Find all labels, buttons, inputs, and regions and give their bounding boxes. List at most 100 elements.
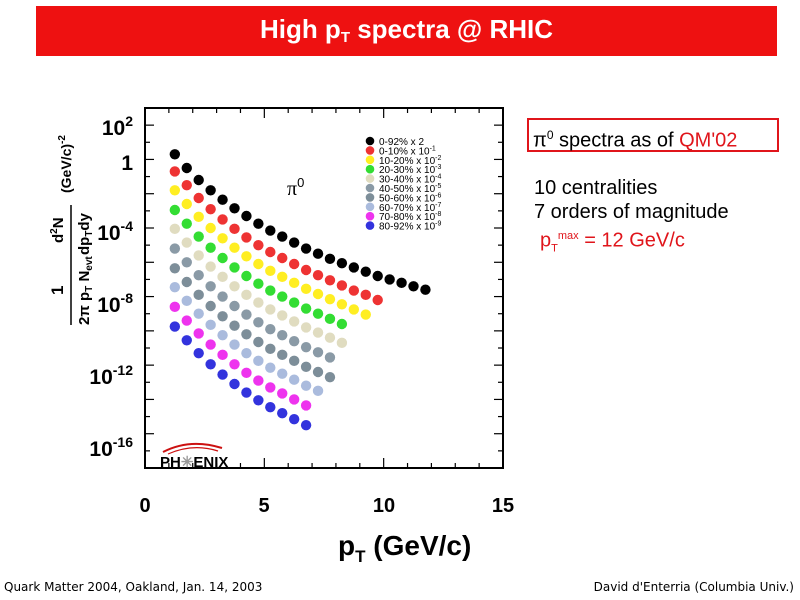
data-point-series-9 bbox=[205, 359, 216, 370]
data-point-series-1 bbox=[193, 192, 204, 204]
data-point-series-0 bbox=[300, 243, 312, 254]
data-point-series-3 bbox=[300, 303, 312, 314]
data-point-series-0 bbox=[420, 284, 431, 295]
x-ticks bbox=[144, 108, 504, 468]
data-point-series-1 bbox=[265, 246, 276, 258]
legend-label: 50-60% x 10-6 bbox=[379, 192, 441, 204]
y-tick-label: 10-12 bbox=[89, 362, 133, 389]
data-point-series-4 bbox=[205, 261, 216, 272]
legend: 0-92% x 20-10% x 10-110-20% x 10-220-30%… bbox=[365, 136, 441, 233]
data-point-series-0 bbox=[348, 262, 360, 273]
data-point-series-2 bbox=[288, 277, 300, 289]
data-point-series-5 bbox=[169, 243, 181, 254]
data-point-series-2 bbox=[277, 271, 288, 283]
data-point-series-4 bbox=[324, 332, 336, 343]
data-point-series-0 bbox=[229, 203, 240, 214]
data-point-series-3 bbox=[205, 242, 216, 253]
data-point-series-0 bbox=[205, 185, 216, 196]
data-point-series-9 bbox=[300, 419, 312, 431]
data-point-series-2 bbox=[217, 233, 228, 244]
data-point-series-7 bbox=[253, 355, 264, 367]
legend-label: 20-30% x 10-3 bbox=[379, 164, 441, 176]
data-point-series-5 bbox=[241, 309, 252, 320]
data-point-series-7 bbox=[181, 295, 192, 307]
data-point-series-3 bbox=[265, 285, 276, 296]
y-tick-label: 1 bbox=[121, 152, 133, 175]
data-point-series-7 bbox=[205, 319, 216, 331]
data-point-series-4 bbox=[169, 223, 181, 235]
data-point-series-4 bbox=[253, 297, 264, 308]
data-point-series-7 bbox=[277, 368, 288, 379]
data-point-series-8 bbox=[229, 359, 240, 370]
footer-author: David d'Enterria (Columbia Univ.) bbox=[593, 580, 794, 594]
data-point-series-8 bbox=[277, 388, 288, 399]
data-point-series-6 bbox=[181, 276, 192, 288]
slide-title: High pT spectra @ RHIC bbox=[259, 14, 554, 46]
data-point-series-7 bbox=[169, 281, 181, 293]
data-point-series-6 bbox=[217, 311, 228, 322]
data-point-series-4 bbox=[300, 322, 312, 333]
data-point-series-2 bbox=[229, 242, 240, 253]
data-point-series-9 bbox=[265, 401, 276, 413]
data-point-series-0 bbox=[241, 210, 252, 222]
legend-marker bbox=[365, 183, 375, 193]
data-point-series-4 bbox=[181, 237, 192, 248]
y-label-dpt: dpTdy bbox=[76, 212, 95, 255]
data-point-series-2 bbox=[300, 283, 312, 295]
data-point-series-3 bbox=[277, 291, 288, 302]
data-point-series-6 bbox=[277, 349, 288, 361]
data-point-series-1 bbox=[181, 179, 192, 191]
legend-marker bbox=[365, 146, 375, 155]
data-point-series-0 bbox=[277, 231, 288, 242]
title-bar: High pT spectra @ RHIC bbox=[36, 6, 777, 56]
data-point-series-0 bbox=[408, 281, 419, 292]
data-point-series-0 bbox=[169, 149, 181, 160]
data-point-series-1 bbox=[300, 264, 312, 276]
data-point-series-3 bbox=[288, 297, 300, 308]
data-point-series-3 bbox=[312, 308, 324, 319]
data-point-series-7 bbox=[241, 347, 252, 359]
data-point-series-1 bbox=[336, 280, 348, 291]
data-point-series-5 bbox=[205, 281, 216, 292]
data-point-series-5 bbox=[217, 291, 228, 302]
data-point-series-5 bbox=[253, 317, 264, 328]
data-point-series-4 bbox=[336, 337, 348, 349]
note-centralities: 10 centralities bbox=[534, 177, 658, 199]
legend-label: 0-92% x 2 bbox=[379, 137, 424, 148]
legend-marker bbox=[365, 193, 375, 202]
data-point-series-3 bbox=[181, 218, 192, 229]
data-point-series-0 bbox=[336, 257, 348, 269]
data-point-series-7 bbox=[265, 362, 276, 373]
pi0-annotation: π0 bbox=[287, 175, 304, 200]
spectra-callout: π0 spectra as of QM'02 bbox=[527, 118, 779, 152]
plot-frame bbox=[144, 107, 504, 469]
data-point-series-5 bbox=[265, 323, 276, 335]
data-point-series-3 bbox=[324, 313, 336, 325]
legend-label: 60-70% x 10-7 bbox=[379, 202, 441, 214]
data-point-series-5 bbox=[181, 257, 192, 268]
data-point-series-2 bbox=[324, 293, 336, 305]
legend-marker bbox=[365, 136, 375, 146]
data-point-series-9 bbox=[193, 347, 204, 359]
data-point-series-4 bbox=[193, 250, 204, 261]
legend-label: 10-20% x 10-2 bbox=[379, 155, 441, 167]
data-point-series-5 bbox=[324, 352, 336, 363]
data-point-series-4 bbox=[217, 271, 228, 283]
legend-label: 0-10% x 10-1 bbox=[379, 145, 436, 157]
data-point-series-8 bbox=[288, 394, 300, 405]
data-point-series-4 bbox=[241, 289, 252, 301]
data-point-series-1 bbox=[372, 294, 383, 306]
data-point-series-8 bbox=[241, 367, 252, 379]
legend-marker bbox=[365, 211, 375, 221]
x-tick-label: 10 bbox=[373, 495, 395, 517]
data-point-series-9 bbox=[277, 407, 288, 419]
data-point-series-0 bbox=[253, 218, 264, 229]
data-point-series-2 bbox=[336, 299, 348, 310]
data-point-series-1 bbox=[277, 252, 288, 264]
data-point-series-2 bbox=[312, 288, 324, 300]
x-tick-label: 5 bbox=[258, 495, 269, 517]
data-point-series-6 bbox=[205, 300, 216, 312]
note-pt-max: pTmax = 12 GeV/c bbox=[540, 229, 685, 255]
notes: 10 centralities 7 orders of magnitude pT… bbox=[534, 176, 729, 261]
data-point-series-8 bbox=[181, 315, 192, 326]
